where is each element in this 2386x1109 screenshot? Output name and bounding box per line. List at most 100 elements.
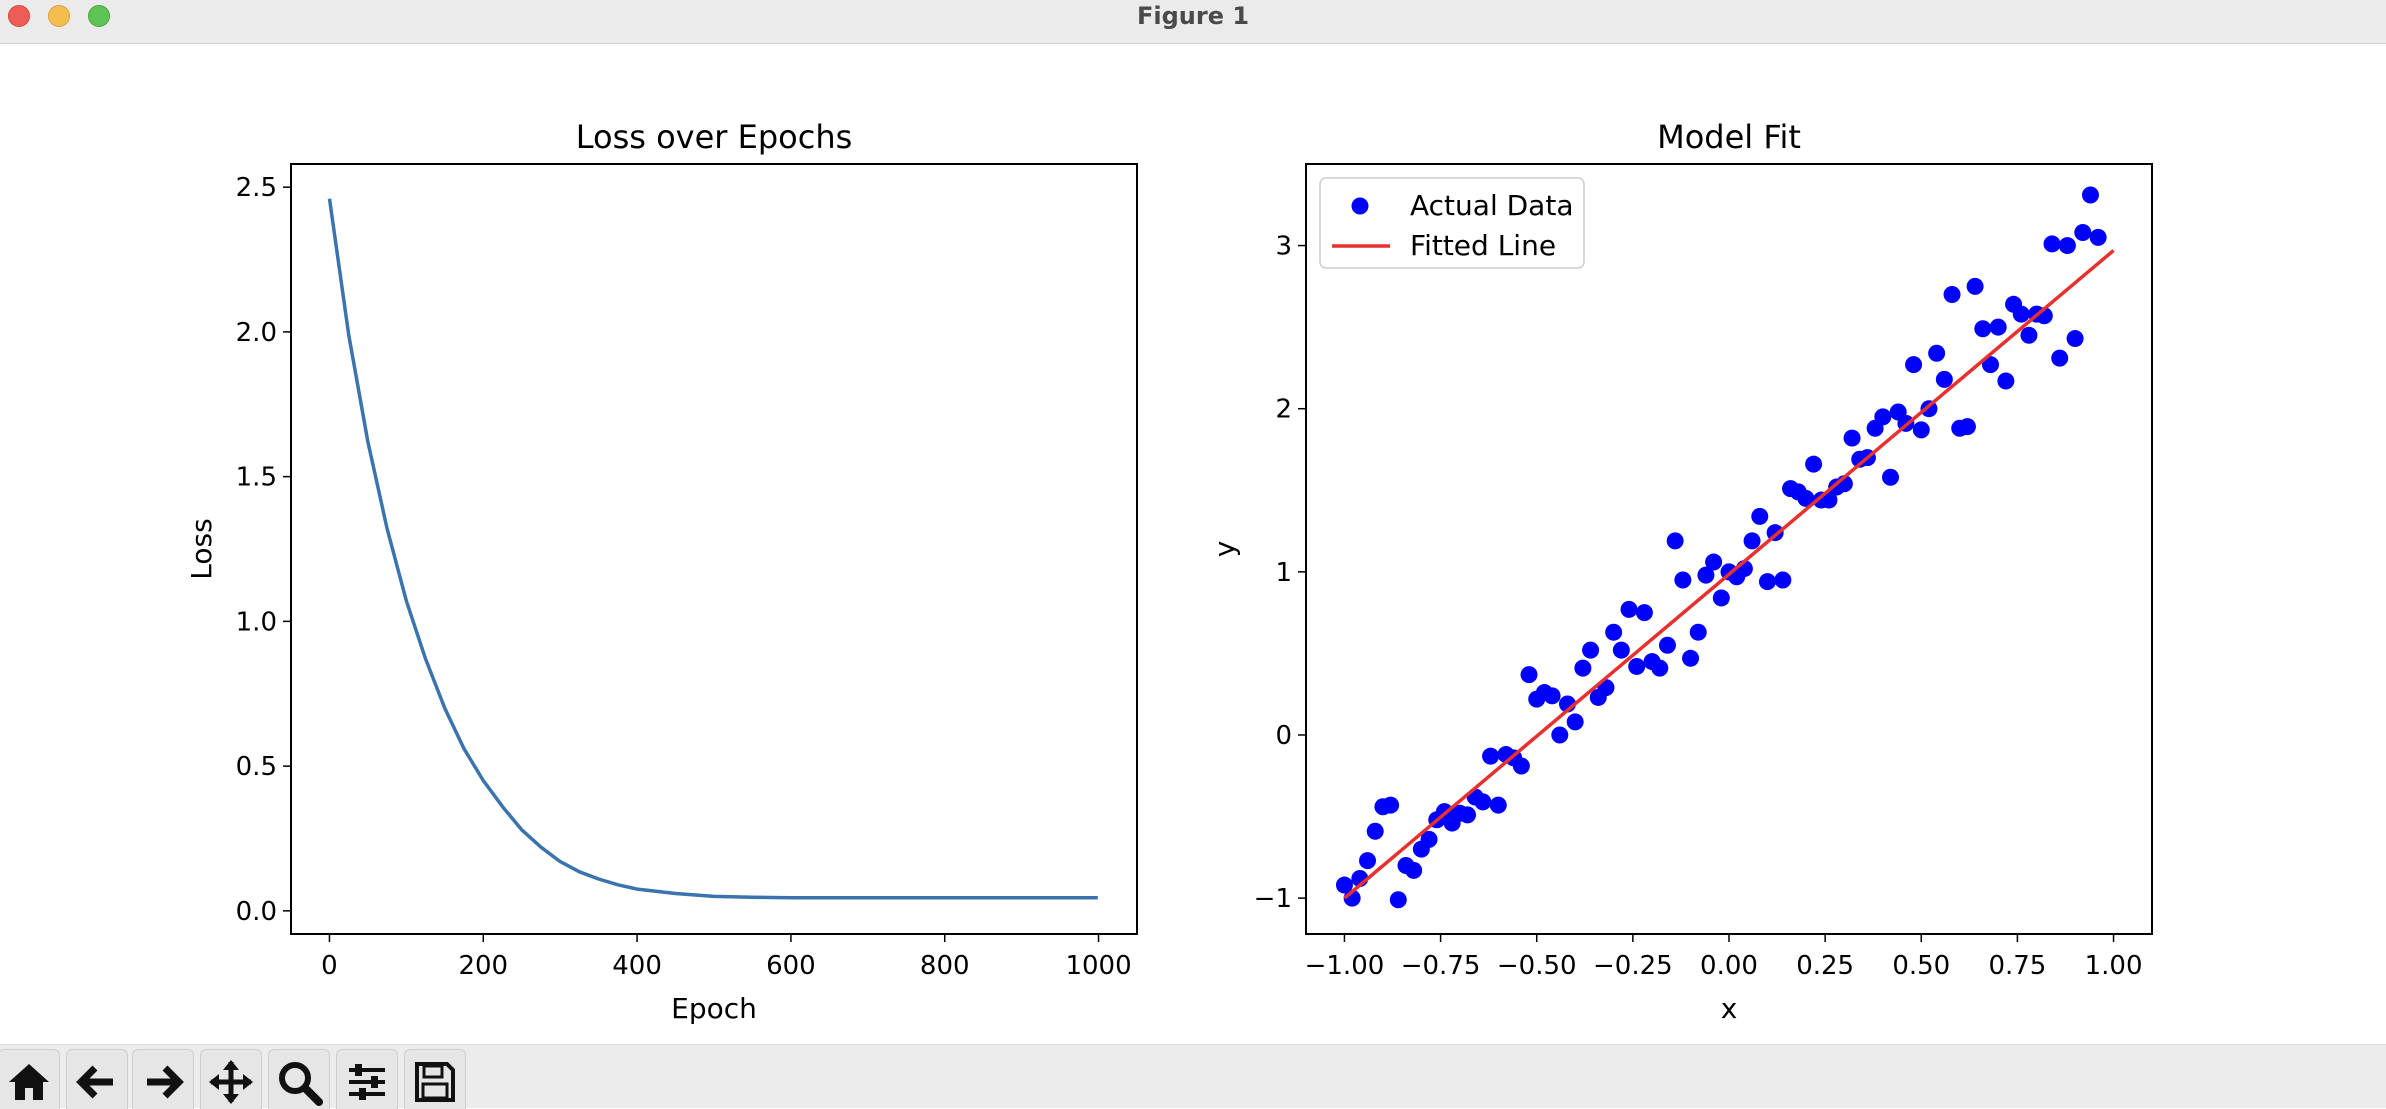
navigation-toolbar <box>0 1044 2386 1109</box>
data-point <box>1874 408 1892 426</box>
pan-button[interactable] <box>200 1049 262 1109</box>
data-point <box>1628 657 1646 675</box>
x-tick-label: −0.75 <box>1401 951 1481 981</box>
data-point <box>1958 418 1976 436</box>
zoom-button[interactable] <box>268 1049 330 1109</box>
close-window-button[interactable] <box>8 5 30 27</box>
data-point <box>2012 305 2030 323</box>
y-tick-label: 3 <box>1275 232 1292 262</box>
data-point <box>1989 318 2007 336</box>
y-tick-label: −1 <box>1254 884 1292 914</box>
data-point <box>1474 793 1492 811</box>
data-point <box>1551 726 1569 744</box>
x-tick-label: −0.50 <box>1497 951 1577 981</box>
data-point <box>2043 235 2061 253</box>
data-point <box>1405 861 1423 879</box>
data-point <box>1905 356 1923 374</box>
y-tick-label: 2.0 <box>236 318 277 348</box>
data-point <box>2081 186 2099 204</box>
y-tick-label: 1.5 <box>236 463 277 493</box>
y-tick-label: 2 <box>1275 395 1292 425</box>
x-tick-label: 0.75 <box>1988 951 2046 981</box>
y-tick-label: 0.5 <box>236 752 277 782</box>
x-tick-label: 0.25 <box>1796 951 1854 981</box>
forward-button[interactable] <box>132 1049 194 1109</box>
x-tick-label: −0.25 <box>1593 951 1673 981</box>
x-tick-label: −1.00 <box>1305 951 1385 981</box>
sliders-icon <box>349 1064 385 1100</box>
chart-title: Loss over Epochs <box>576 118 853 156</box>
y-tick-label: 1.0 <box>236 607 277 637</box>
data-point <box>1974 320 1992 338</box>
y-tick-label: 2.5 <box>236 173 277 203</box>
home-button[interactable] <box>0 1049 60 1109</box>
configure-subplots-button[interactable] <box>336 1049 398 1109</box>
data-point <box>1389 891 1407 909</box>
maximize-window-button[interactable] <box>88 5 110 27</box>
data-point <box>1489 796 1507 814</box>
data-point <box>1912 421 1930 439</box>
data-point <box>1512 757 1530 775</box>
data-point <box>1482 747 1500 765</box>
y-tick-label: 0.0 <box>236 897 277 927</box>
data-point <box>1620 600 1638 618</box>
window-title: Figure 1 <box>1136 2 1250 30</box>
data-point <box>2074 224 2092 242</box>
x-tick-label: 600 <box>766 951 816 981</box>
y-axis-label: Loss <box>185 518 218 579</box>
data-point <box>1705 553 1723 571</box>
data-point <box>1635 604 1653 622</box>
minimize-window-button[interactable] <box>48 5 70 27</box>
chart-title: Model Fit <box>1657 118 1801 156</box>
data-point <box>1459 806 1477 824</box>
x-tick-label: 0.00 <box>1700 951 1758 981</box>
data-point <box>1774 571 1792 589</box>
x-tick-label: 400 <box>612 951 662 981</box>
legend-marker-scatter <box>1351 197 1369 215</box>
save-button[interactable] <box>404 1049 466 1109</box>
data-point <box>1689 623 1707 641</box>
data-point <box>1574 659 1592 677</box>
data-point <box>1797 489 1815 507</box>
legend-entry-label: Actual Data <box>1410 189 1573 222</box>
data-point <box>1751 507 1769 525</box>
data-point <box>1966 277 1984 295</box>
data-point <box>1520 666 1538 684</box>
home-icon <box>9 1064 49 1100</box>
data-point <box>1997 372 2015 390</box>
y-axis-label: y <box>1208 541 1241 558</box>
window-titlebar: Figure 1 <box>0 0 2386 44</box>
data-point <box>1758 573 1776 591</box>
fitted-line <box>1343 249 2115 900</box>
loss-curve-line <box>327 198 1098 900</box>
back-button[interactable] <box>66 1049 128 1109</box>
data-point <box>1420 830 1438 848</box>
y-tick-label: 1 <box>1275 558 1292 588</box>
data-point <box>1682 649 1700 667</box>
y-tick-label: 0 <box>1275 721 1292 751</box>
arrow-right-icon <box>147 1065 184 1099</box>
x-tick-label: 1.00 <box>2085 951 2143 981</box>
magnifier-icon <box>279 1062 323 1106</box>
data-point <box>1605 623 1623 641</box>
x-axis-label: Epoch <box>671 992 757 1025</box>
data-point <box>1658 636 1676 654</box>
data-point <box>1612 641 1630 659</box>
data-point <box>1935 370 1953 388</box>
data-point <box>2020 326 2038 344</box>
data-point <box>1366 822 1384 840</box>
axes-frame <box>290 163 1138 935</box>
data-point <box>1882 468 1900 486</box>
data-point <box>1843 429 1861 447</box>
data-point <box>1566 713 1584 731</box>
data-point <box>2089 228 2107 246</box>
data-point <box>1382 796 1400 814</box>
data-point <box>1335 876 1353 894</box>
x-tick-label: 800 <box>920 951 970 981</box>
data-point <box>2051 349 2069 367</box>
move-icon <box>209 1060 253 1104</box>
data-point <box>1928 344 1946 362</box>
data-point <box>1543 687 1561 705</box>
legend-box: Actual Data Fitted Line <box>1319 177 1585 269</box>
